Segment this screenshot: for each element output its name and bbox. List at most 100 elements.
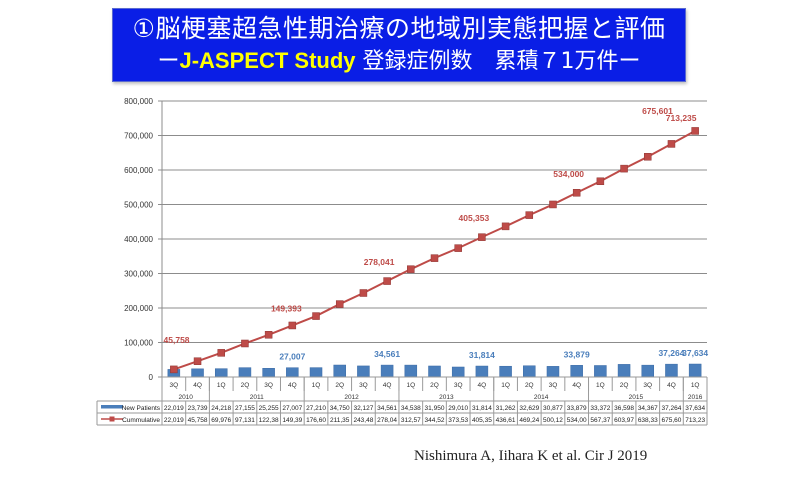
table-cell-cumulative: 500,12 xyxy=(543,417,563,424)
bar-new-patients xyxy=(404,364,418,378)
year-label: 2013 xyxy=(439,394,454,401)
table-cell-cumulative: 675,60 xyxy=(662,417,682,424)
bar-new-patients xyxy=(214,368,228,378)
quarter-label: 1Q xyxy=(691,382,700,389)
new-patients-data-label: 37,264 xyxy=(658,348,684,358)
quarter-label: 3Q xyxy=(454,382,463,389)
cumulative-marker xyxy=(264,331,273,339)
table-cell-cumulative: 278,04 xyxy=(377,417,397,424)
subtitle-rest: 登録症例数 累積７1万件ー xyxy=(355,49,641,74)
table-cell-new: 27,210 xyxy=(306,405,326,412)
table-cell-cumulative: 149,39 xyxy=(282,417,302,424)
bar-new-patients xyxy=(546,366,560,378)
bar-new-patients xyxy=(357,365,370,378)
quarter-label: 4Q xyxy=(572,382,581,389)
table-cell-new: 37,264 xyxy=(662,405,682,412)
quarter-label: 3Q xyxy=(264,382,273,389)
cumulative-data-label: 45,758 xyxy=(164,335,190,345)
cumulative-marker xyxy=(596,177,605,186)
quarter-label: 1Q xyxy=(217,382,226,389)
table-cell-cumulative: 534,00 xyxy=(567,417,587,424)
cumulative-marker xyxy=(335,300,344,308)
table-cell-cumulative: 638,33 xyxy=(638,417,658,424)
y-tick-label: 400,000 xyxy=(124,235,153,244)
bar-new-patients xyxy=(333,364,346,378)
new-patients-data-label: 34,561 xyxy=(374,349,400,359)
legend-label-new-patients: New Patients xyxy=(122,405,161,412)
table-cell-new: 25,255 xyxy=(259,405,279,412)
combo-chart-svg: 0 100,000 200,000 300,000 400,000 500,000 600,… xyxy=(96,97,708,426)
quarter-label: 2Q xyxy=(241,382,250,389)
cumulative-marker xyxy=(383,277,391,285)
quarter-label: 4Q xyxy=(288,382,297,389)
bar-new-patients xyxy=(617,364,631,378)
cumulative-marker xyxy=(549,200,557,209)
table-cell-cumulative: 436,61 xyxy=(496,417,516,424)
table-cell-new: 31,262 xyxy=(496,405,516,412)
cumulative-marker xyxy=(407,265,415,273)
quarter-label: 4Q xyxy=(193,382,202,389)
y-tick-label: 600,000 xyxy=(124,166,153,175)
cumulative-data-label: 713,235 xyxy=(666,113,697,123)
table-cell-new: 27,155 xyxy=(235,405,255,412)
chart: 0 100,000 200,000 300,000 400,000 500,000 600,… xyxy=(90,90,712,430)
bar-new-patients xyxy=(238,367,252,378)
table-cell-new: 22,019 xyxy=(164,405,184,412)
bar-new-patients xyxy=(380,364,394,378)
quarter-label: 2Q xyxy=(335,382,344,389)
bar-new-patients xyxy=(428,365,441,378)
cumulative-marker xyxy=(312,312,320,320)
bar-new-patients xyxy=(451,366,465,378)
table-cell-new: 31,950 xyxy=(425,405,445,412)
table-cell-new: 30,877 xyxy=(543,405,563,412)
y-tick-label: 700,000 xyxy=(124,132,153,141)
cumulative-data-label: 675,601 xyxy=(642,106,673,116)
cumulative-data-label: 534,000 xyxy=(553,169,584,179)
bar-new-patients xyxy=(688,363,702,378)
table-cell-new: 33,372 xyxy=(590,405,610,412)
cumulative-marker xyxy=(691,127,699,135)
cumulative-marker xyxy=(525,211,534,219)
cumulative-marker xyxy=(501,222,510,231)
quarter-label: 1Q xyxy=(596,382,605,389)
cumulative-data-label: 278,041 xyxy=(364,257,395,267)
quarter-label: 4Q xyxy=(478,382,487,389)
quarter-label: 1Q xyxy=(501,382,510,389)
new-patients-data-label: 37,634 xyxy=(682,348,708,358)
quarter-label: 3Q xyxy=(359,382,368,389)
table-cell-cumulative: 469,24 xyxy=(519,417,539,424)
table-cell-new: 37,634 xyxy=(685,405,705,412)
table-cell-cumulative: 243,48 xyxy=(353,417,373,424)
table-cell-new: 32,127 xyxy=(353,405,373,412)
bar-new-patients xyxy=(499,365,512,378)
cumulative-marker xyxy=(430,254,439,262)
table-cell-new: 33,879 xyxy=(567,405,587,412)
table-cell-cumulative: 373,53 xyxy=(448,417,468,424)
year-label: 2015 xyxy=(629,394,644,401)
legend-label-cumulative: Cummulative xyxy=(122,417,160,424)
cumulative-marker xyxy=(667,140,676,148)
bar-new-patients xyxy=(286,367,299,378)
title-line-1: ①脳梗塞超急性期治療の地域別実態把握と評価 xyxy=(132,14,666,43)
cumulative-data-label: 405,353 xyxy=(459,213,490,223)
table-cell-cumulative: 22,019 xyxy=(164,417,184,424)
table-cell-cumulative: 211,35 xyxy=(330,417,350,424)
dash-prefix: ー xyxy=(157,49,180,74)
cumulative-data-label: 149,393 xyxy=(271,303,302,313)
quarter-label: 4Q xyxy=(667,382,676,389)
table-cell-new: 23,739 xyxy=(188,405,208,412)
table-cell-cumulative: 713,23 xyxy=(685,417,705,424)
table-cell-new: 29,010 xyxy=(448,405,468,412)
y-tick-label: 300,000 xyxy=(124,270,153,279)
table-cell-cumulative: 176,60 xyxy=(306,417,326,424)
y-tick-label: 0 xyxy=(149,373,154,382)
bar-new-patients xyxy=(594,365,607,378)
table-cell-cumulative: 603,97 xyxy=(614,417,634,424)
table-cell-cumulative: 69,976 xyxy=(211,417,231,424)
table-cell-new: 34,561 xyxy=(377,405,397,412)
cumulative-marker xyxy=(170,365,178,374)
table-cell-new: 34,750 xyxy=(330,405,350,412)
legend-key-new-patients xyxy=(101,405,123,409)
cumulative-marker xyxy=(193,357,202,365)
table-cell-new: 32,629 xyxy=(519,405,539,412)
